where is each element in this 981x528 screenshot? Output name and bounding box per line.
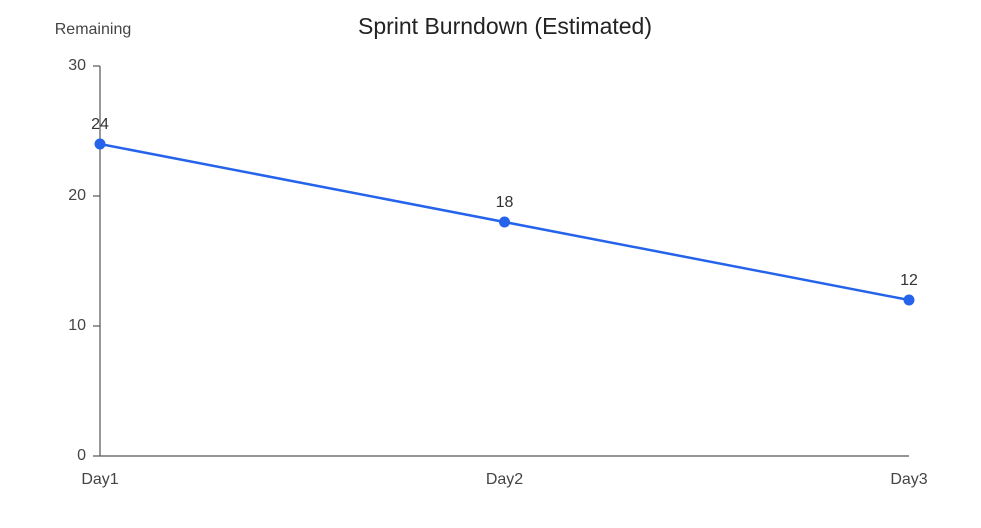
data-label: 18 <box>496 194 514 211</box>
point <box>499 216 510 228</box>
x-tick-label: Day2 <box>486 471 523 488</box>
x-tick-label: Day1 <box>81 471 118 488</box>
y-axis-label: Remaining <box>55 21 131 38</box>
x-tick-label: Day3 <box>890 471 927 488</box>
point <box>903 294 915 306</box>
data-label: 24 <box>91 116 109 133</box>
y-tick-label: 10 <box>68 317 86 334</box>
y-tick-label: 20 <box>68 187 86 204</box>
data-label: 12 <box>900 272 918 289</box>
y-tick-label: 30 <box>68 57 86 74</box>
chart-title: Sprint Burndown (Estimated) <box>358 13 652 39</box>
y-tick-label: 0 <box>77 447 86 464</box>
point <box>94 138 106 150</box>
